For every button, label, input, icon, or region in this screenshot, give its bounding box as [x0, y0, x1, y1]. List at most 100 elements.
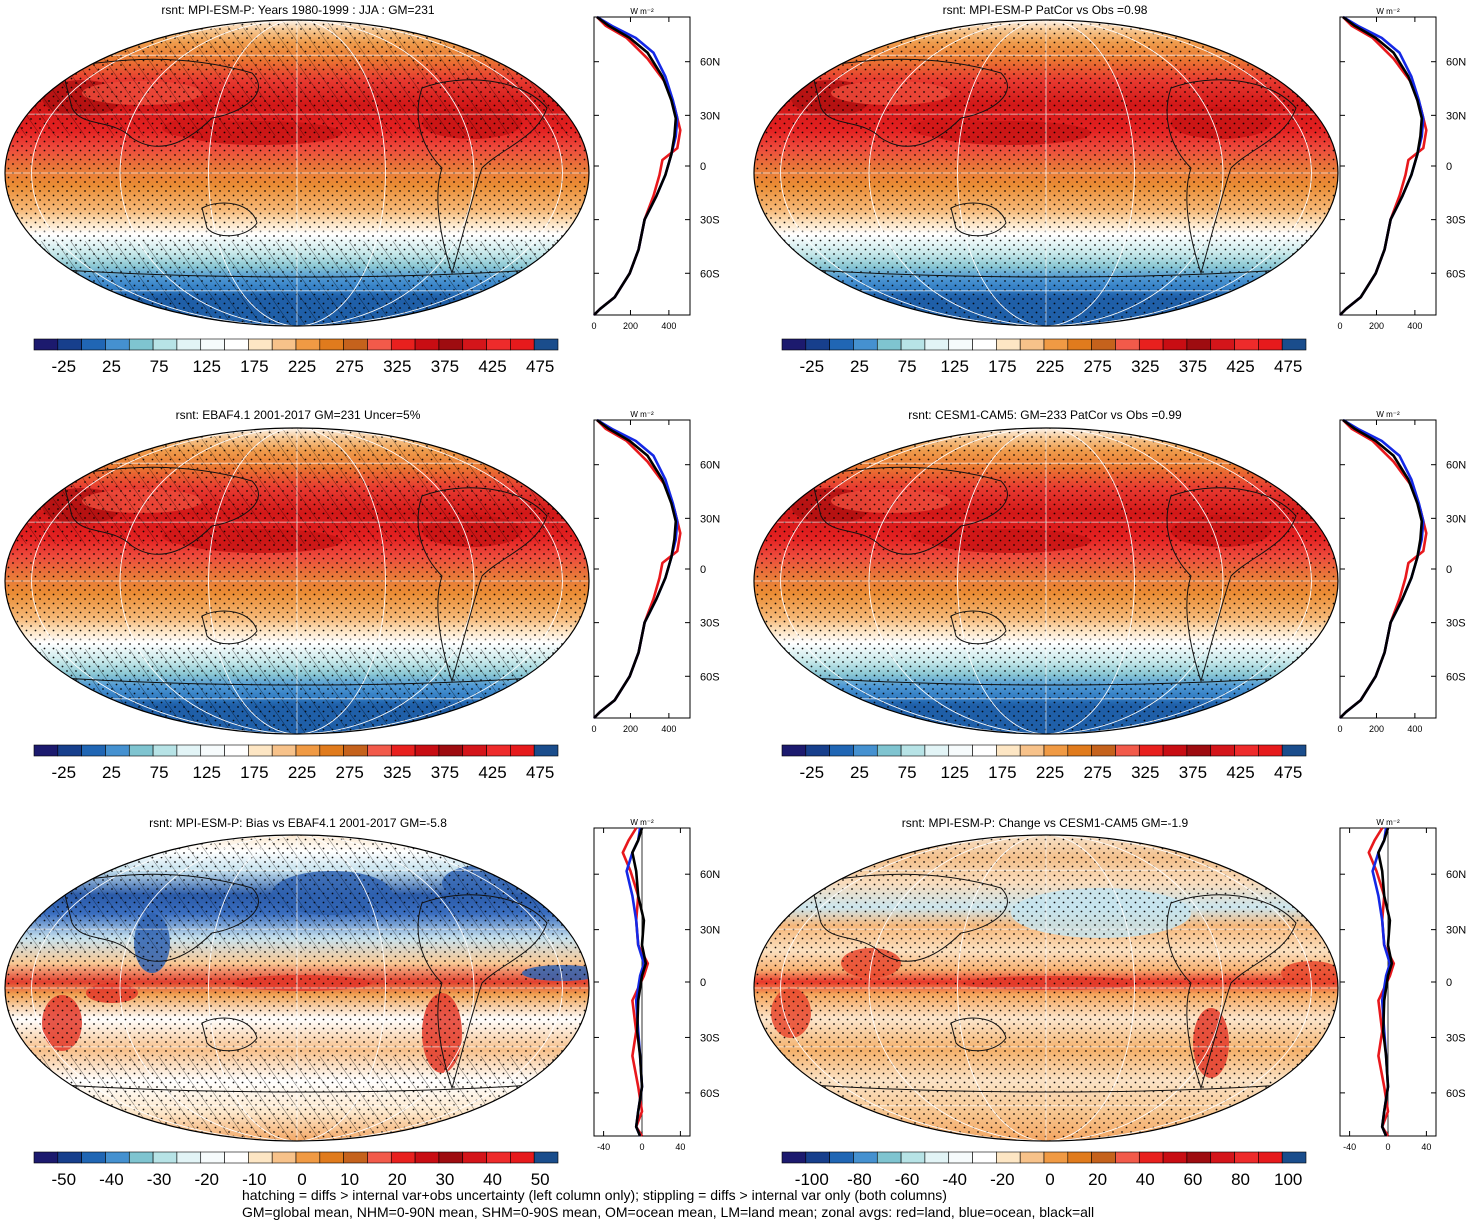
zonal-lat-label: 30N	[700, 110, 720, 122]
zonal-line-all	[631, 827, 648, 1137]
colorbar-tick-label: 25	[850, 357, 869, 376]
footer-legend-hatching: hatching = diffs > internal var+obs unce…	[242, 1187, 947, 1203]
colorbar-tick-label: -40	[942, 1170, 967, 1189]
colorbar-tick-label: 20	[388, 1170, 407, 1189]
map-change	[753, 834, 1339, 1142]
colorbar-bias: -50 -40 -30 -20 -10 0 10 20 30 40 50	[33, 1151, 559, 1189]
zonal-line-ocean	[1339, 418, 1425, 719]
colorbar-tick-label: -80	[847, 1170, 872, 1189]
zonal-unit-label: W m⁻²	[630, 818, 654, 827]
colorbar-tick-label: 125	[193, 763, 221, 782]
zonal-x-tick-label: 400	[661, 321, 676, 331]
colorbar-tick-label: 325	[1131, 763, 1159, 782]
colorbar-tick-label: 225	[1036, 357, 1064, 376]
zonal-plot-bias: W m⁻² 60N 30N 0 30S 60S -40 0 40	[593, 818, 720, 1152]
colorbar-tick-label: 475	[526, 763, 554, 782]
zonal-line-all	[593, 15, 678, 316]
zonal-x-tick-label: 200	[623, 724, 638, 734]
zonal-x-tick-label: 0	[1337, 321, 1342, 331]
zonal-lat-label: 60S	[700, 671, 720, 683]
colorbar-model-climatology: -25 25 75 125 175 225 275 325 375 425 475	[33, 338, 559, 376]
zonal-unit-label: W m⁻²	[630, 410, 654, 419]
zonal-x-tick-label: 200	[623, 321, 638, 331]
colorbar-tick-label: 325	[383, 357, 411, 376]
panel-title-reference-model: rsnt: CESM1-CAM5: GM=233 PatCor vs Obs =…	[908, 408, 1182, 422]
colorbar-tick-label: 0	[297, 1170, 306, 1189]
zonal-lat-label: 30N	[700, 513, 720, 525]
zonal-lat-label: 30N	[700, 925, 720, 937]
colorbar-tick-label: -10	[242, 1170, 267, 1189]
colorbar-tick-label: 25	[102, 763, 121, 782]
zonal-lat-label: 60S	[700, 1088, 720, 1100]
colorbar-tick-label: 375	[431, 357, 459, 376]
colorbar-tick-label: 125	[941, 763, 969, 782]
colorbar-observations: -25 25 75 125 175 225 275 325 375 425 475	[33, 744, 559, 782]
colorbar-tick-label: 40	[1136, 1170, 1155, 1189]
zonal-x-tick-label: 400	[1407, 321, 1422, 331]
colorbar-tick-label: 30	[435, 1170, 454, 1189]
colorbar-tick-label: 75	[898, 357, 917, 376]
colorbar-tick-label: 175	[240, 763, 268, 782]
colorbar-tick-label: -30	[147, 1170, 172, 1189]
colorbar-tick-label: 175	[988, 357, 1016, 376]
zonal-plot-change: W m⁻² 60N 30N 0 30S 60S -40 0 40	[1339, 818, 1466, 1152]
colorbar-tick-label: 100	[1274, 1170, 1302, 1189]
zonal-unit-label: W m⁻²	[1376, 7, 1400, 16]
colorbar-tick-label: 275	[335, 763, 363, 782]
zonal-lat-label: 30S	[1446, 618, 1466, 630]
colorbar-tick-label: 25	[850, 763, 869, 782]
zonal-line-all	[1377, 827, 1394, 1137]
zonal-lat-label: 30S	[700, 618, 720, 630]
colorbar-tick-label: -25	[800, 357, 825, 376]
colorbar-tick-label: 375	[1179, 357, 1207, 376]
colorbar-tick-label: 225	[288, 763, 316, 782]
colorbar-tick-label: 175	[988, 763, 1016, 782]
zonal-lat-label: 60N	[700, 869, 720, 881]
panel-title-change: rsnt: MPI-ESM-P: Change vs CESM1-CAM5 GM…	[901, 816, 1189, 830]
zonal-lat-label: 60N	[700, 460, 720, 472]
panel-title-patcor-model: rsnt: MPI-ESM-P PatCor vs Obs =0.98	[942, 3, 1148, 17]
colorbar-tick-label: 275	[335, 357, 363, 376]
zonal-unit-label: W m⁻²	[1376, 410, 1400, 419]
zonal-lat-label: 30N	[1446, 110, 1466, 122]
zonal-lat-label: 60N	[1446, 460, 1466, 472]
zonal-lat-label: 0	[700, 161, 706, 173]
colorbar-tick-label: 375	[1179, 763, 1207, 782]
zonal-x-tick-label: 200	[1369, 321, 1384, 331]
zonal-plot-model-climatology: W m⁻² 60N 30N 0 30S 60S 0 200 400	[591, 7, 720, 331]
zonal-plot-reference-model: W m⁻² 60N 30N 0 30S 60S 0 200 400	[1337, 410, 1466, 734]
panel-title-observations: rsnt: EBAF4.1 2001-2017 GM=231 Uncer=5%	[175, 408, 421, 422]
colorbar-change: -100 -80 -60 -40 -20 0 20 40 60 80 100	[781, 1151, 1307, 1189]
zonal-lat-label: 60S	[1446, 1088, 1466, 1100]
colorbar-tick-label: 225	[1036, 763, 1064, 782]
colorbar-tick-label: 10	[340, 1170, 359, 1189]
colorbar-tick-label: -50	[52, 1170, 77, 1189]
colorbar-tick-label: 475	[1274, 763, 1302, 782]
zonal-unit-label: W m⁻²	[1376, 818, 1400, 827]
zonal-lat-label: 0	[700, 564, 706, 576]
panel-title-model-climatology: rsnt: MPI-ESM-P: Years 1980-1999 : JJA :…	[161, 3, 435, 17]
map-bias	[4, 834, 590, 1142]
colorbar-tick-label: 75	[150, 357, 169, 376]
zonal-x-tick-label: 400	[661, 724, 676, 734]
colorbar-tick-label: 60	[1183, 1170, 1202, 1189]
colorbar-tick-label: 80	[1231, 1170, 1250, 1189]
zonal-lat-label: 30N	[1446, 925, 1466, 937]
zonal-line-all	[1339, 15, 1424, 316]
colorbar-tick-label: 325	[383, 763, 411, 782]
colorbar-tick-label: 40	[483, 1170, 502, 1189]
colorbar-tick-label: 325	[1131, 357, 1159, 376]
colorbar-tick-label: 175	[240, 357, 268, 376]
zonal-plot-patcor-model: W m⁻² 60N 30N 0 30S 60S 0 200 400	[1337, 7, 1466, 331]
zonal-line-ocean	[1339, 15, 1425, 316]
zonal-line-ocean	[593, 15, 679, 316]
colorbar-tick-label: 75	[898, 763, 917, 782]
colorbar-patcor-model: -25 25 75 125 175 225 275 325 375 425 475	[781, 338, 1307, 376]
zonal-x-tick-label: 40	[1421, 1142, 1431, 1152]
zonal-lat-label: 30S	[700, 1032, 720, 1044]
footer-legend-abbreviations: GM=global mean, NHM=0-90N mean, SHM=0-90…	[242, 1204, 1095, 1220]
map-model-climatology	[4, 19, 590, 327]
colorbar-tick-label: 20	[1088, 1170, 1107, 1189]
zonal-lat-label: 30S	[1446, 1032, 1466, 1044]
colorbar-tick-label: 425	[478, 357, 506, 376]
